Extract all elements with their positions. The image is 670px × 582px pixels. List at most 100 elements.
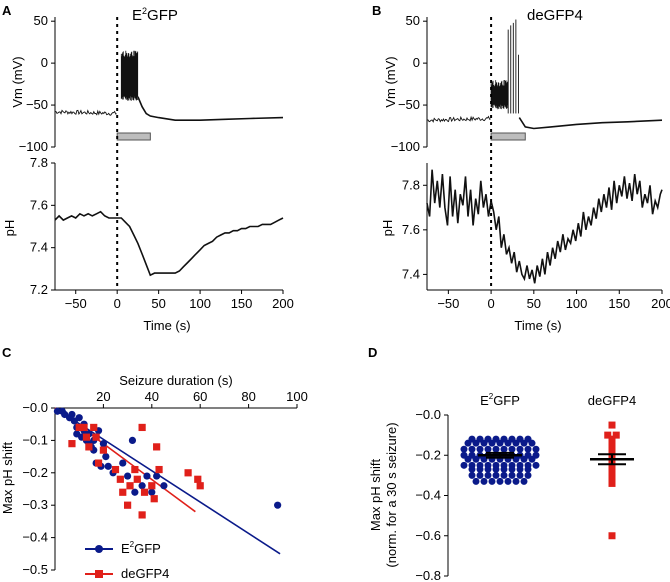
data-point-e2gfp	[524, 471, 532, 479]
axis-label-y: Max pH shift	[0, 441, 15, 514]
data-point-e2gfp	[131, 488, 139, 496]
data-point-e2gfp	[480, 477, 488, 485]
data-point-e2gfp	[500, 445, 508, 453]
data-point-e2gfp	[496, 477, 504, 485]
tick-label: 50	[527, 296, 541, 311]
data-point-e2gfp	[464, 455, 472, 463]
panel-b-title: deGFP4	[527, 7, 583, 24]
axis-label-y: Vm (mV)	[383, 56, 398, 107]
data-point-degfp4	[608, 437, 616, 445]
ph-trace	[426, 169, 663, 284]
tick-label: −0.3	[22, 497, 48, 512]
data-point-degfp4	[80, 423, 88, 432]
data-point-e2gfp	[460, 461, 468, 469]
tick-label: 7.4	[30, 240, 48, 255]
tick-label: 20	[96, 389, 110, 404]
tick-label: −0.5	[22, 562, 48, 577]
data-point-degfp4	[119, 488, 127, 496]
tick-label: 200	[651, 296, 670, 311]
data-point-degfp4	[140, 488, 149, 496]
tick-label: 50	[151, 296, 165, 311]
panel-c-scatter: Seizure duration (s) Max pH shift 20 40 60…	[0, 373, 308, 581]
data-point-e2gfp	[496, 439, 504, 447]
vm-seizure-burst	[120, 50, 139, 101]
data-point-e2gfp	[508, 465, 516, 473]
data-point-e2gfp	[524, 465, 532, 473]
data-point-e2gfp	[124, 472, 132, 480]
tick-label: 60	[193, 389, 207, 404]
data-point-e2gfp	[468, 445, 476, 453]
tick-label: −0.0	[415, 407, 441, 422]
data-point-e2gfp	[480, 439, 488, 447]
data-point-e2gfp	[512, 477, 520, 485]
data-point-e2gfp	[138, 482, 146, 490]
data-point-e2gfp	[532, 445, 540, 453]
tick-label: −0.4	[415, 488, 441, 503]
data-point-e2gfp	[500, 465, 508, 473]
vm-baseline-trace	[426, 115, 491, 123]
data-point-e2gfp	[148, 488, 156, 496]
legend: E2GFP deGFP4	[85, 540, 169, 581]
category-label-degfp4: deGFP4	[588, 393, 636, 408]
data-point-degfp4	[148, 482, 156, 490]
panel-label-c: C	[2, 345, 12, 360]
data-point-e2gfp	[508, 445, 516, 453]
axis-label-x: Time (s)	[514, 318, 561, 333]
data-point-degfp4	[82, 433, 91, 441]
panel-label-d: D	[368, 345, 377, 360]
data-point-degfp4	[608, 479, 616, 487]
data-point-e2gfp	[160, 482, 168, 490]
tick-label: −0.8	[415, 568, 441, 582]
data-point-e2gfp	[524, 445, 532, 453]
axis-label-y: Max pH shift	[368, 458, 383, 531]
data-point-degfp4	[608, 471, 616, 479]
data-point-e2gfp	[472, 477, 480, 485]
data-point-e2gfp	[480, 455, 488, 463]
data-point-e2gfp	[68, 410, 76, 419]
data-point-e2gfp	[504, 477, 512, 485]
legend-marker-degfp4	[95, 570, 103, 578]
category-label-e2gfp: E2GFP	[480, 392, 520, 408]
data-point-e2gfp	[528, 439, 536, 447]
data-point-degfp4	[153, 443, 161, 451]
vm-seizure-burst	[490, 80, 509, 110]
tick-label: −50	[398, 97, 420, 112]
tick-label: 7.6	[402, 222, 420, 237]
tick-label: 150	[608, 296, 630, 311]
data-point-e2gfp	[476, 445, 484, 453]
axis-label-y2: (norm. for a 30 s seizure)	[384, 422, 399, 567]
data-point-e2gfp	[488, 477, 496, 485]
tick-label: −50	[437, 296, 459, 311]
panel-b-vm-chart: Vm (mV) −100 −50 0 50	[383, 13, 663, 154]
data-point-e2gfp	[99, 440, 107, 448]
data-point-e2gfp	[472, 439, 480, 447]
axis-label-x: Time (s)	[143, 318, 190, 333]
axis-label-y: Vm (mV)	[10, 56, 25, 107]
panel-b-ph-chart: pH Time (s) 7.4 7.6 7.8 −50 0 50 100 150 200	[380, 163, 670, 333]
data-point-degfp4	[612, 431, 620, 439]
tick-label: 0	[487, 296, 494, 311]
tick-label: 0	[41, 55, 48, 70]
data-point-degfp4	[184, 469, 192, 477]
data-point-degfp4	[92, 433, 100, 441]
tick-label: 7.8	[402, 177, 420, 192]
data-point-e2gfp	[464, 439, 472, 447]
data-point-e2gfp	[119, 459, 127, 467]
data-point-degfp4	[138, 511, 146, 519]
data-point-e2gfp	[492, 465, 500, 473]
data-point-e2gfp	[128, 436, 137, 444]
data-point-e2gfp	[520, 477, 528, 485]
panel-d-dotplot: Max pH shift (norm. for a 30 s seizure) …	[368, 392, 636, 582]
data-point-e2gfp	[274, 501, 282, 509]
tick-label: 50	[406, 13, 420, 28]
fit-line-e2gfp	[54, 407, 281, 555]
tick-label: 100	[286, 389, 308, 404]
data-point-e2gfp	[484, 471, 492, 479]
data-point-e2gfp	[476, 465, 484, 473]
tick-label: 80	[241, 389, 255, 404]
panel-a-vm-chart: Vm (mV) −100 −50 0 50	[10, 13, 284, 154]
vm-recovery-trace	[137, 96, 284, 121]
tick-label: 150	[231, 296, 253, 311]
seizure-duration-bar	[116, 132, 151, 141]
